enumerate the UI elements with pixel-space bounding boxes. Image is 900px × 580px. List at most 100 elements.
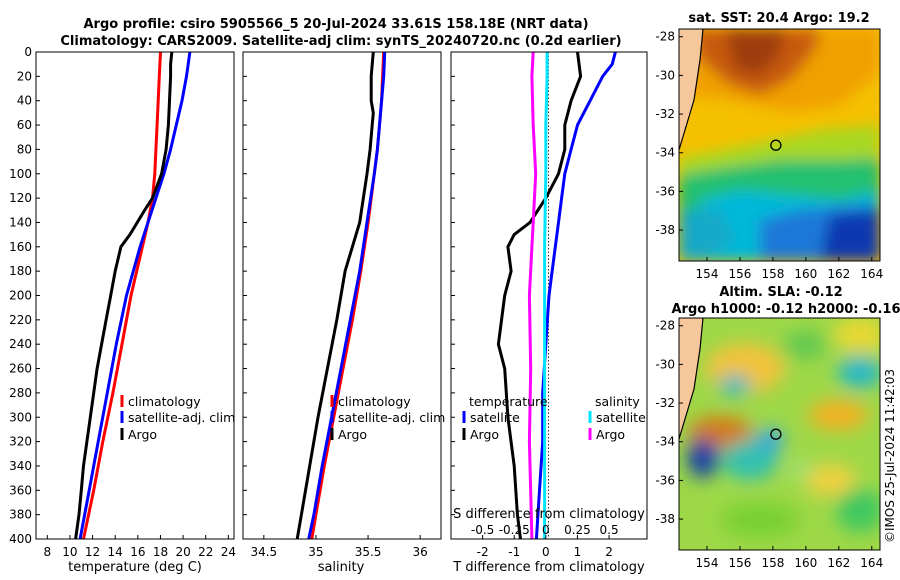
- lon-tick-label: 158: [761, 556, 784, 570]
- y-tick-label: 300: [9, 410, 32, 424]
- y-tick-label: 340: [9, 459, 32, 473]
- legend-argo: Argo: [128, 427, 157, 442]
- x-tick-label: -1: [508, 545, 520, 559]
- x-tick-label: 24: [221, 545, 236, 559]
- lon-tick-label: 156: [729, 267, 752, 281]
- x-tick-label: 35.5: [355, 545, 382, 559]
- salinity-xlabel: salinity: [318, 560, 365, 575]
- y-tick-label: 400: [9, 532, 32, 546]
- lon-tick-label: 164: [860, 267, 883, 281]
- y-tick-label: 100: [9, 167, 32, 181]
- temperature-legend: climatology satellite-adj. clim Argo: [120, 394, 235, 442]
- x-tick-label: 16: [130, 545, 145, 559]
- difference-xlabel: T difference from climatology: [452, 560, 645, 575]
- legend-s-argo: Argo: [596, 427, 625, 442]
- y-tick-label: 140: [9, 215, 32, 229]
- y-tick-label: 200: [9, 289, 32, 303]
- legend-satellite: satellite-adj. clim: [338, 410, 445, 425]
- x-tick-label: 0: [542, 545, 550, 559]
- lon-tick-label: 162: [827, 556, 850, 570]
- y-tick-label: 320: [9, 435, 32, 449]
- y-tick-label: 60: [17, 118, 32, 132]
- temperature-frame: [35, 51, 235, 540]
- sst-map-frame: [678, 28, 881, 262]
- lat-tick-label: -30: [655, 68, 675, 82]
- salinity-legend: climatology satellite-adj. clim Argo: [330, 394, 445, 442]
- temperature-xlabel: temperature (deg C): [68, 560, 202, 575]
- lat-tick-label: -32: [655, 107, 675, 121]
- x-tick-label: 2: [605, 545, 613, 559]
- salinity-panel: 34.5 35 35.5 36 salinity climatology satell…: [242, 51, 445, 575]
- sla-map: Altim. SLA: -0.12 Argo h1000: -0.12 h200…: [655, 285, 900, 570]
- series-satellite-adj-clim: [78, 52, 192, 539]
- lat-tick-label: -34: [655, 435, 675, 449]
- y-tick-label: 40: [17, 94, 32, 108]
- y-tick-label: 280: [9, 386, 32, 400]
- x-tick-label: 18: [153, 545, 168, 559]
- lon-tick-label: 160: [794, 267, 817, 281]
- series-t-satellite: [534, 52, 617, 539]
- legend-t-argo: Argo: [470, 427, 499, 442]
- x-tick-label: 8: [43, 545, 51, 559]
- y-tick-label: 380: [9, 508, 32, 522]
- legend-argo: Argo: [338, 427, 367, 442]
- lat-tick-label: -38: [655, 223, 675, 237]
- lat-tick-label: -36: [655, 473, 675, 487]
- x-tick-label: 1: [574, 545, 582, 559]
- lon-tick-label: 164: [860, 556, 883, 570]
- series-argo: [295, 52, 375, 539]
- x-tick-label: 10: [62, 545, 77, 559]
- lon-tick-label: 158: [761, 267, 784, 281]
- title-line-1: Argo profile: csiro 5905566_5 20-Jul-202…: [83, 17, 588, 32]
- lon-tick-label: 160: [794, 556, 817, 570]
- lat-tick-label: -28: [655, 319, 675, 333]
- y-tick-label: 120: [9, 191, 32, 205]
- lon-tick-label: 156: [729, 556, 752, 570]
- x-tick-label: -2: [477, 545, 489, 559]
- series-s-argo: [527, 52, 538, 539]
- lat-tick-label: -34: [655, 146, 675, 160]
- lon-tick-label: 154: [696, 267, 719, 281]
- series-s-satellite: [543, 52, 549, 539]
- land-sst: [679, 29, 703, 150]
- x-tick-label: 20: [175, 545, 190, 559]
- y-tick-label: 20: [17, 69, 32, 83]
- y-tick-label: 0: [24, 45, 32, 59]
- x-tick-label: 22: [198, 545, 213, 559]
- legend-s-satellite: satellite: [596, 410, 646, 425]
- sla-map-title-1: Altim. SLA: -0.12: [719, 285, 842, 300]
- legend-t-satellite: satellite: [470, 410, 520, 425]
- lon-tick-label: 162: [827, 267, 850, 281]
- series-argo: [74, 52, 174, 539]
- sst-map-title: sat. SST: 20.4 Argo: 19.2: [688, 11, 869, 26]
- sst-float-marker: [770, 139, 782, 151]
- difference-frame: [450, 51, 648, 540]
- difference-legend: temperature satellite Argo salinity sate…: [462, 394, 646, 442]
- s-tick-label: -0.5: [471, 523, 494, 537]
- sla-float-marker: [770, 428, 782, 440]
- series-satellite-adj-clim: [307, 52, 387, 539]
- x-tick-label: 36: [413, 545, 428, 559]
- legend-satellite: satellite-adj. clim: [128, 410, 235, 425]
- s-tick-label: 0.25: [564, 523, 591, 537]
- lat-tick-label: -38: [655, 512, 675, 526]
- y-tick-label: 220: [9, 313, 32, 327]
- y-tick-label: 160: [9, 240, 32, 254]
- temperature-panel: 8 10 12 14 16 18 20 22 2402040608010012014016018…: [9, 45, 236, 575]
- legend-climatology: climatology: [338, 394, 411, 409]
- x-tick-label: 35: [308, 545, 323, 559]
- s-tick-label: 0.5: [600, 523, 619, 537]
- title-line-2: Climatology: CARS2009. Satellite-adj cli…: [60, 34, 621, 49]
- series-t-argo: [496, 52, 583, 539]
- lat-tick-label: -28: [655, 30, 675, 44]
- lat-tick-label: -36: [655, 184, 675, 198]
- difference-panel: -2 -1 0 1 2 -0.5 -0.25 0 0.25 0.5 T difference fr…: [450, 51, 648, 575]
- x-tick-label: 12: [85, 545, 100, 559]
- legend-s-title: salinity: [595, 394, 640, 409]
- land-sla: [679, 318, 703, 439]
- lat-tick-label: -32: [655, 396, 675, 410]
- s-tick-label: -0.25: [499, 523, 530, 537]
- lat-tick-label: -30: [655, 357, 675, 371]
- y-tick-label: 360: [9, 483, 32, 497]
